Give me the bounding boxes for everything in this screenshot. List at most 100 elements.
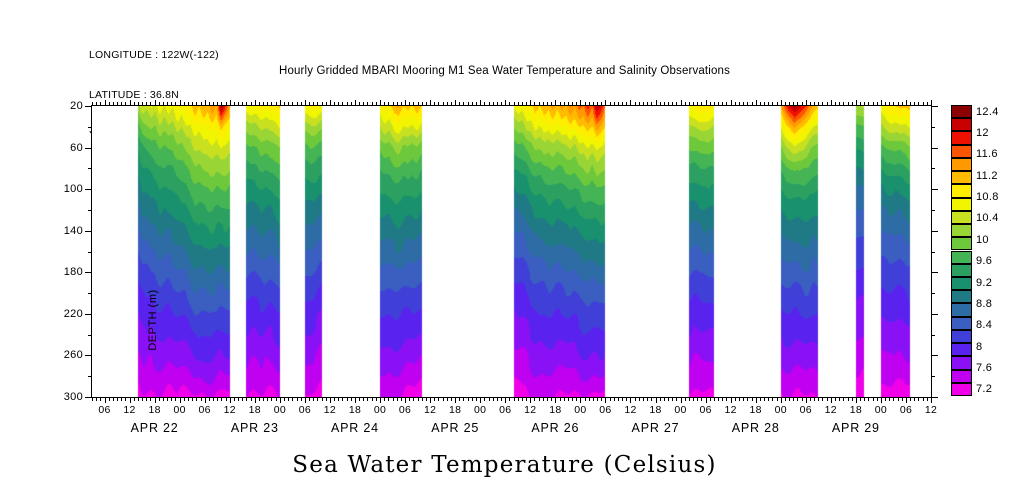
x-tick-minor [133, 397, 135, 401]
x-tick-minor [822, 102, 824, 106]
y-tick-major [85, 272, 92, 274]
x-tick-minor [321, 397, 323, 401]
x-tick-label: 12 [423, 404, 437, 416]
x-tick-major [329, 100, 331, 106]
x-tick-minor [889, 397, 891, 401]
x-tick-minor [246, 102, 248, 106]
x-tick-minor [309, 102, 311, 106]
colorbar-swatch [951, 369, 972, 383]
chart-caption: Sea Water Temperature (Celsius) [292, 452, 717, 478]
x-tick-minor [388, 397, 390, 401]
x-tick-minor [876, 102, 878, 106]
x-tick-minor [488, 102, 490, 106]
x-tick-minor [772, 102, 774, 106]
x-tick-minor [851, 102, 853, 106]
x-tick-minor [392, 397, 394, 401]
x-tick-minor [818, 102, 820, 106]
x-tick-minor [263, 102, 265, 106]
x-tick-minor [872, 102, 874, 106]
x-tick-minor [784, 102, 786, 106]
colorbar-swatch [951, 144, 972, 158]
x-tick-minor [442, 102, 444, 106]
x-tick-minor [221, 102, 223, 106]
x-tick-minor [734, 102, 736, 106]
x-tick-label: 12 [323, 404, 337, 416]
x-tick-major [905, 397, 907, 403]
x-tick-minor [722, 397, 724, 401]
x-tick-minor [192, 397, 194, 401]
y-tick-minor [931, 209, 935, 211]
y-tick-major [85, 313, 92, 315]
x-tick-minor [150, 102, 152, 106]
x-tick-minor [563, 397, 565, 401]
x-tick-major [104, 397, 106, 403]
x-tick-major [229, 397, 231, 403]
colorbar-tick-label: 10 [976, 233, 989, 246]
x-tick-minor [726, 102, 728, 106]
y-tick-label: 100 [63, 183, 83, 196]
x-tick-minor [467, 397, 469, 401]
x-tick-label: 18 [549, 404, 562, 416]
x-tick-minor [217, 397, 219, 401]
colorbar-legend: 12.4 12 11.6 11.2 10.8 10.4 10 9.6 9.2 8.8 8.4 8 7.6… [951, 105, 998, 398]
x-tick-minor [509, 397, 511, 401]
x-tick-label: 00 [373, 404, 387, 416]
x-tick-minor [659, 102, 661, 106]
x-axis-day-label: APR 27 [631, 421, 680, 435]
x-tick-minor [676, 102, 678, 106]
x-tick-minor [133, 102, 135, 106]
x-tick-minor [300, 397, 302, 401]
x-tick-major [630, 100, 632, 106]
x-tick-minor [860, 397, 862, 401]
x-tick-minor [438, 397, 440, 401]
x-tick-minor [693, 102, 695, 106]
x-tick-minor [213, 102, 215, 106]
x-tick-minor [484, 102, 486, 106]
x-tick-major [204, 100, 206, 106]
x-axis-day-label: APR 24 [331, 421, 379, 435]
x-tick-minor [839, 397, 841, 401]
x-tick-minor [200, 397, 202, 401]
y-tick-minor [88, 209, 92, 211]
x-tick-minor [296, 397, 298, 401]
x-tick-minor [626, 397, 628, 401]
colorbar-tick-label: 9.6 [976, 255, 993, 268]
x-tick-minor [246, 397, 248, 401]
x-tick-minor [609, 102, 611, 106]
x-tick-minor [789, 102, 791, 106]
x-tick-minor [367, 397, 369, 401]
x-tick-minor [697, 102, 699, 106]
x-tick-minor [158, 102, 160, 106]
x-tick-minor [601, 397, 603, 401]
x-tick-minor [672, 397, 674, 401]
x-tick-minor [167, 102, 169, 106]
x-tick-major [780, 397, 782, 403]
x-tick-minor [839, 102, 841, 106]
x-tick-label: 12 [924, 404, 938, 416]
x-tick-minor [233, 102, 235, 106]
x-tick-major [430, 397, 432, 403]
y-tick-major [85, 230, 92, 232]
x-tick-minor [713, 102, 715, 106]
x-tick-minor [317, 102, 319, 106]
page-title: Hourly Gridded MBARI Mooring M1 Sea Wate… [279, 65, 730, 77]
x-tick-minor [476, 102, 478, 106]
x-tick-major [354, 397, 356, 403]
x-tick-label: 06 [699, 404, 712, 416]
x-tick-label: 18 [649, 404, 662, 416]
colorbar-swatch [951, 197, 972, 211]
x-tick-minor [517, 102, 519, 106]
x-tick-minor [100, 102, 102, 106]
x-tick-minor [496, 102, 498, 106]
x-tick-minor [843, 102, 845, 106]
x-tick-minor [551, 102, 553, 106]
x-tick-minor [263, 397, 265, 401]
x-tick-minor [776, 397, 778, 401]
x-tick-major [580, 100, 582, 106]
x-tick-minor [338, 397, 340, 401]
x-tick-minor [484, 397, 486, 401]
y-tick-label: 220 [63, 307, 83, 320]
x-tick-major [931, 100, 932, 106]
y-tick-major [931, 230, 938, 232]
x-tick-minor [538, 102, 540, 106]
